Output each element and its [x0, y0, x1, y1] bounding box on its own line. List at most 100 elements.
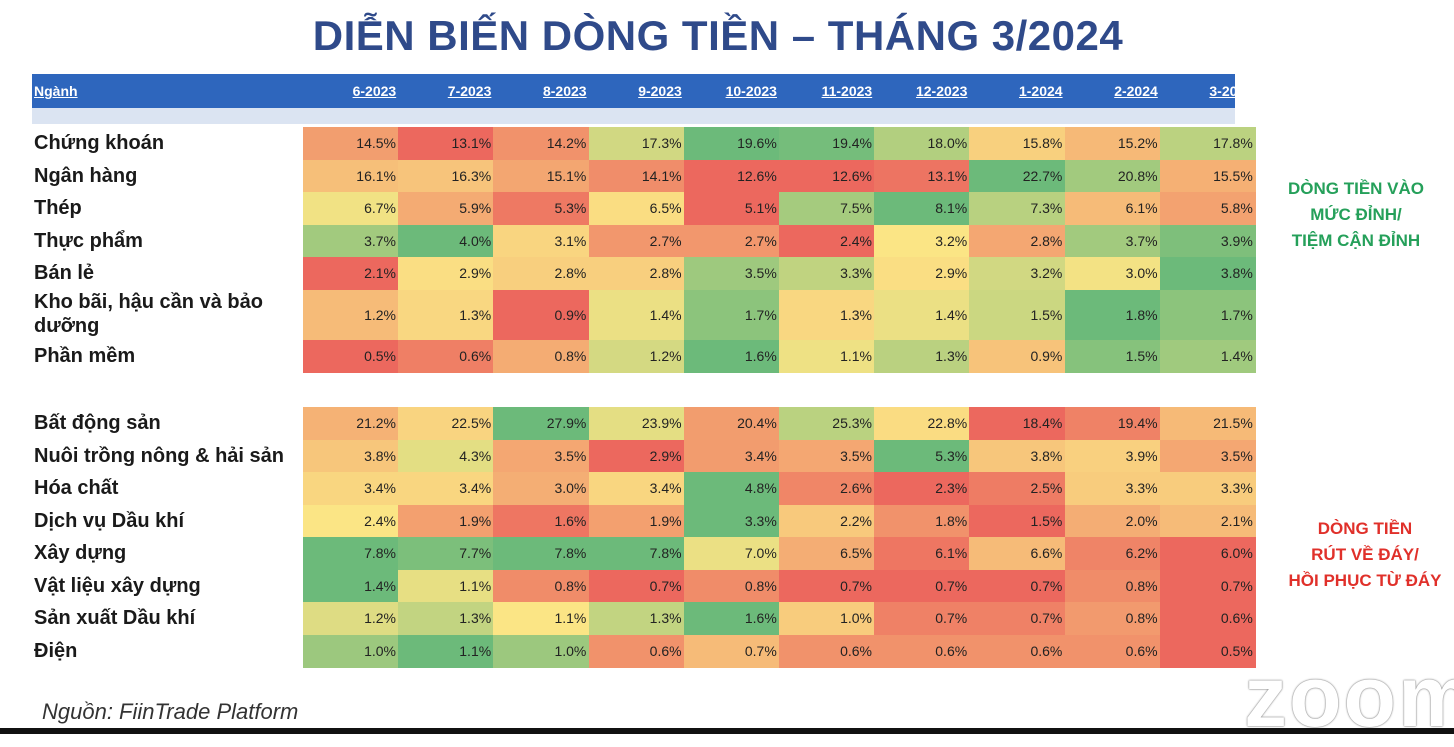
- heatmap-cell: 7.8%: [588, 537, 685, 570]
- heatmap-cell: 1.6%: [683, 602, 780, 635]
- heatmap-cell: 1.3%: [779, 289, 875, 340]
- heatmap-cell: 7.8%: [303, 537, 399, 570]
- heatmap-cell: 4.3%: [398, 439, 495, 473]
- heatmap-cell: 2.7%: [588, 224, 685, 258]
- heatmap-cell: 1.6%: [683, 339, 780, 373]
- heatmap-cell: 3.4%: [683, 439, 780, 473]
- heatmap-cell: 0.7%: [588, 569, 685, 603]
- row-label: Nuôi trồng nông & hải sản: [34, 444, 284, 467]
- row-label: Xây dựng: [34, 542, 127, 565]
- heatmap-cell: 6.1%: [874, 537, 971, 570]
- heatmap-cell: 3.1%: [493, 224, 590, 258]
- heatmap-cell: 3.8%: [1159, 257, 1256, 290]
- heatmap-cell: 2.8%: [969, 224, 1066, 258]
- heatmap-cell: 1.4%: [874, 289, 971, 340]
- heatmap-cell: 6.1%: [1064, 192, 1161, 225]
- note-outflow-line-2: RÚT VỀ ĐÁY/: [1311, 545, 1419, 564]
- heatmap-cell: 2.5%: [969, 472, 1066, 505]
- source-caption: Nguồn: FiinTrade Platform: [42, 699, 299, 724]
- heatmap-cell: 0.8%: [683, 569, 780, 603]
- heatmap-cell: 0.6%: [779, 634, 875, 668]
- note-inflow-line-1: DÒNG TIỀN VÀO: [1287, 179, 1424, 198]
- heatmap-cell: 5.9%: [398, 192, 495, 225]
- heatmap-cell: 2.1%: [303, 257, 399, 290]
- row-label: Vật liệu xây dựng: [34, 574, 201, 597]
- heatmap-cell: 3.0%: [493, 472, 590, 505]
- heatmap-cell: 1.0%: [493, 634, 590, 668]
- heatmap-cell: 0.7%: [969, 569, 1066, 603]
- heatmap-cell: 5.8%: [1159, 192, 1256, 225]
- header-cell-9-2023: 9-2023: [638, 83, 682, 99]
- row-label: Thép: [34, 197, 82, 220]
- heatmap-cell: 5.3%: [493, 192, 590, 225]
- heatmap-cell: 0.7%: [969, 602, 1066, 635]
- row-label: Điện: [34, 639, 78, 662]
- heatmap-cell: 4.0%: [398, 224, 495, 258]
- row-label: Chứng khoán: [34, 132, 165, 155]
- heatmap-cell: 7.3%: [969, 192, 1066, 225]
- heatmap-cell: 1.1%: [398, 634, 495, 668]
- note-inflow-line-3: TIỆM CẬN ĐỈNH: [1291, 231, 1421, 250]
- row-label: Dịch vụ Dầu khí: [34, 509, 185, 532]
- heatmap-cell: 2.2%: [779, 504, 875, 538]
- heatmap-cell: 2.0%: [1064, 504, 1161, 538]
- heatmap-cell: 0.8%: [1064, 569, 1161, 603]
- heatmap-cell: 1.2%: [303, 289, 399, 340]
- heatmap-cell: 12.6%: [779, 159, 875, 193]
- heatmap-cell: 6.5%: [588, 192, 685, 225]
- heatmap-cell: 0.6%: [1159, 602, 1256, 635]
- header-cell-6-2023: 6-2023: [352, 83, 397, 99]
- heatmap-cell: 2.3%: [874, 472, 971, 505]
- heatmap-cell: 22.8%: [874, 407, 971, 440]
- heatmap-cell: 1.2%: [303, 602, 399, 635]
- header-cell-12-2023: 12-2023: [915, 83, 968, 99]
- heatmap-cell: 22.5%: [398, 407, 495, 440]
- row-label: Phần mềm: [34, 344, 136, 367]
- heatmap-cell: 3.5%: [493, 439, 590, 473]
- heatmap-cell: 0.7%: [1159, 569, 1256, 603]
- heatmap-cell: 2.4%: [303, 504, 399, 538]
- heatmap-cell: 2.8%: [588, 257, 685, 290]
- heatmap-cell: 1.5%: [969, 289, 1066, 340]
- header-cell-3-2024: 3-2024: [1209, 83, 1253, 99]
- heatmap-cell: 3.4%: [303, 472, 399, 505]
- heatmap-cell: 3.3%: [1159, 472, 1256, 505]
- header-cell-8-2023: 8-2023: [542, 83, 587, 99]
- heatmap-cell: 1.0%: [779, 602, 875, 635]
- row-label: Ngân hàng: [34, 164, 138, 187]
- bottom-bar: [0, 728, 1454, 734]
- heatmap-cell: 21.2%: [303, 407, 399, 440]
- heatmap-cell: 0.5%: [1159, 634, 1256, 668]
- heatmap-cell: 0.7%: [874, 602, 971, 635]
- heatmap-cell: 1.8%: [874, 504, 971, 538]
- heatmap-cell: 18.0%: [874, 127, 971, 160]
- heatmap-cell: 0.6%: [588, 634, 685, 668]
- heatmap-cell: 3.5%: [683, 257, 780, 290]
- heatmap-cell: 8.1%: [874, 192, 971, 225]
- heatmap-cell: 19.6%: [683, 127, 780, 160]
- note-outflow-line-1: DÒNG TIỀN: [1317, 519, 1413, 538]
- header-cell-1-2024: 1-2024: [1018, 83, 1063, 99]
- heatmap-cell: 0.9%: [969, 339, 1066, 373]
- heatmap-cell: 13.1%: [874, 159, 971, 193]
- heatmap-cell: 12.6%: [683, 159, 780, 193]
- heatmap-cell: 5.1%: [683, 192, 780, 225]
- heatmap-cell: 2.1%: [1159, 504, 1256, 538]
- table-header-bar: [32, 74, 1235, 108]
- heatmap-cell: 1.3%: [398, 289, 495, 340]
- row-label: Bán lẻ: [34, 262, 95, 285]
- heatmap-cell: 1.9%: [588, 504, 685, 538]
- header-cell-7-2023: 7-2023: [447, 83, 492, 99]
- heatmap-cell: 7.8%: [493, 537, 590, 570]
- heatmap-cell: 2.9%: [398, 257, 495, 290]
- heatmap-cell: 3.8%: [303, 439, 399, 473]
- heatmap-cell: 1.1%: [398, 569, 495, 603]
- note-inflow: DÒNG TIỀN VÀO MỨC ĐỈNH/ TIỆM CẬN ĐỈNH: [1268, 176, 1444, 254]
- heatmap-cell: 0.6%: [398, 339, 495, 373]
- row-label: Kho bãi, hậu cần và bảo dưỡng: [34, 290, 263, 337]
- heatmap-cell: 3.9%: [1159, 224, 1256, 258]
- heatmap-cell: 2.6%: [779, 472, 875, 505]
- heatmap-cell: 1.7%: [683, 289, 780, 340]
- heatmap-cell: 6.6%: [969, 537, 1066, 570]
- heatmap-cell: 3.0%: [1064, 257, 1161, 290]
